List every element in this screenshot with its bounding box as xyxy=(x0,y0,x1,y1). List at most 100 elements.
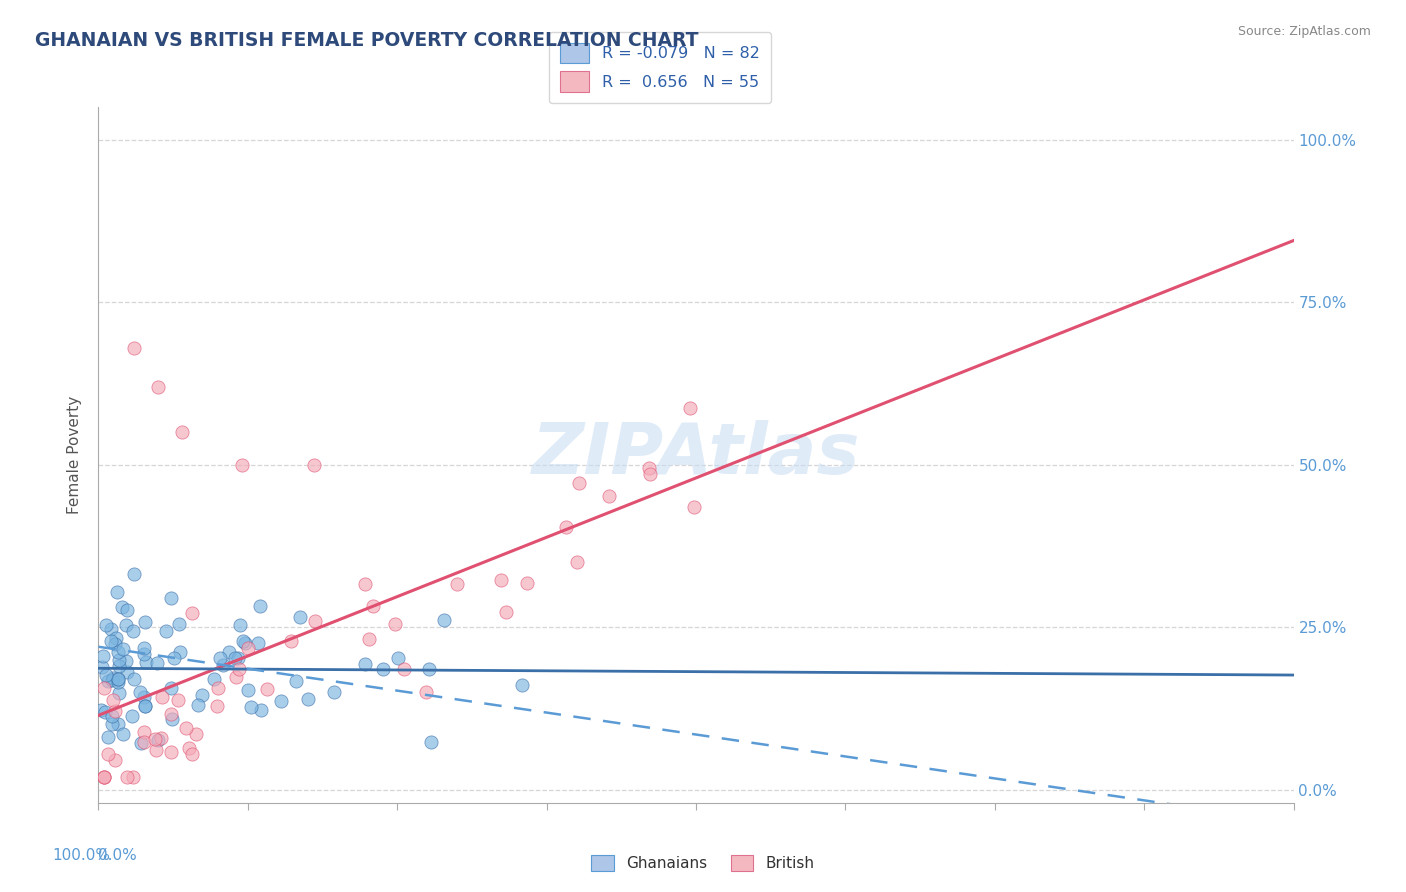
Point xyxy=(108,686,131,700)
Text: Source: ZipAtlas.com: Source: ZipAtlas.com xyxy=(1237,25,1371,38)
Point xyxy=(433,614,456,628)
Point xyxy=(111,726,134,740)
Point xyxy=(122,624,145,638)
Point xyxy=(218,645,240,659)
Point xyxy=(239,699,262,714)
Point xyxy=(250,703,273,717)
Point xyxy=(191,689,214,703)
Y-axis label: Female Poverty: Female Poverty xyxy=(67,396,83,514)
Point xyxy=(387,651,409,665)
Point xyxy=(270,693,292,707)
Point xyxy=(93,770,115,784)
Point xyxy=(114,618,136,632)
Point xyxy=(107,644,129,658)
Point xyxy=(238,641,260,656)
Point xyxy=(419,735,441,749)
Point xyxy=(555,520,578,534)
Point xyxy=(148,379,170,393)
Point xyxy=(90,660,112,674)
Point xyxy=(160,681,183,696)
Point xyxy=(353,657,375,672)
Point xyxy=(233,636,256,650)
Point xyxy=(107,673,129,687)
Point xyxy=(202,672,225,686)
Point xyxy=(143,732,166,747)
Point xyxy=(101,673,124,688)
Point xyxy=(163,651,186,665)
Point xyxy=(280,633,302,648)
Point xyxy=(90,703,112,717)
Point xyxy=(107,672,129,686)
Point xyxy=(134,734,156,748)
Point xyxy=(256,681,278,696)
Point xyxy=(103,637,125,651)
Point xyxy=(132,724,155,739)
Point xyxy=(121,709,143,723)
Point xyxy=(101,708,124,723)
Point xyxy=(638,467,661,481)
Point xyxy=(150,690,173,704)
Point xyxy=(93,770,115,784)
Point xyxy=(94,705,117,719)
Point xyxy=(105,585,128,599)
Point xyxy=(181,747,204,761)
Point xyxy=(115,665,138,679)
Point xyxy=(150,731,173,746)
Point xyxy=(247,636,270,650)
Point xyxy=(304,614,326,628)
Point xyxy=(323,685,346,699)
Point xyxy=(160,712,183,726)
Point xyxy=(415,685,437,699)
Point xyxy=(167,617,190,632)
Point xyxy=(169,644,191,658)
Point xyxy=(105,631,128,645)
Point xyxy=(128,685,150,699)
Point xyxy=(122,567,145,582)
Point xyxy=(121,770,143,784)
Point xyxy=(93,681,115,695)
Point xyxy=(568,476,591,491)
Point xyxy=(111,600,134,615)
Point xyxy=(302,458,325,472)
Point xyxy=(228,662,250,676)
Point xyxy=(418,662,440,676)
Point xyxy=(682,500,704,514)
Point xyxy=(104,704,127,718)
Point xyxy=(134,647,156,661)
Point xyxy=(446,577,468,591)
Point xyxy=(679,401,702,416)
Point xyxy=(134,640,156,655)
Point xyxy=(97,730,120,744)
Text: 100.0%: 100.0% xyxy=(52,848,111,863)
Point xyxy=(249,599,271,613)
Point xyxy=(103,753,125,767)
Point xyxy=(224,651,246,665)
Point xyxy=(297,692,319,706)
Point xyxy=(145,743,167,757)
Point xyxy=(100,634,122,648)
Point xyxy=(160,745,183,759)
Text: 0.0%: 0.0% xyxy=(98,848,138,863)
Point xyxy=(93,770,115,784)
Point xyxy=(516,576,538,591)
Point xyxy=(236,682,259,697)
Point xyxy=(166,692,188,706)
Point xyxy=(357,632,380,646)
Point xyxy=(229,618,252,632)
Point xyxy=(107,675,129,690)
Point xyxy=(159,706,181,721)
Point xyxy=(145,656,167,670)
Point xyxy=(495,605,517,619)
Point xyxy=(134,699,156,714)
Point xyxy=(232,634,254,648)
Point xyxy=(363,599,385,613)
Point xyxy=(91,649,114,664)
Point xyxy=(108,658,131,673)
Point xyxy=(114,653,136,667)
Point xyxy=(155,624,177,639)
Point xyxy=(394,661,416,675)
Point xyxy=(107,653,129,667)
Point xyxy=(371,662,394,676)
Text: GHANAIAN VS BRITISH FEMALE POVERTY CORRELATION CHART: GHANAIAN VS BRITISH FEMALE POVERTY CORRE… xyxy=(35,31,699,50)
Point xyxy=(179,740,201,755)
